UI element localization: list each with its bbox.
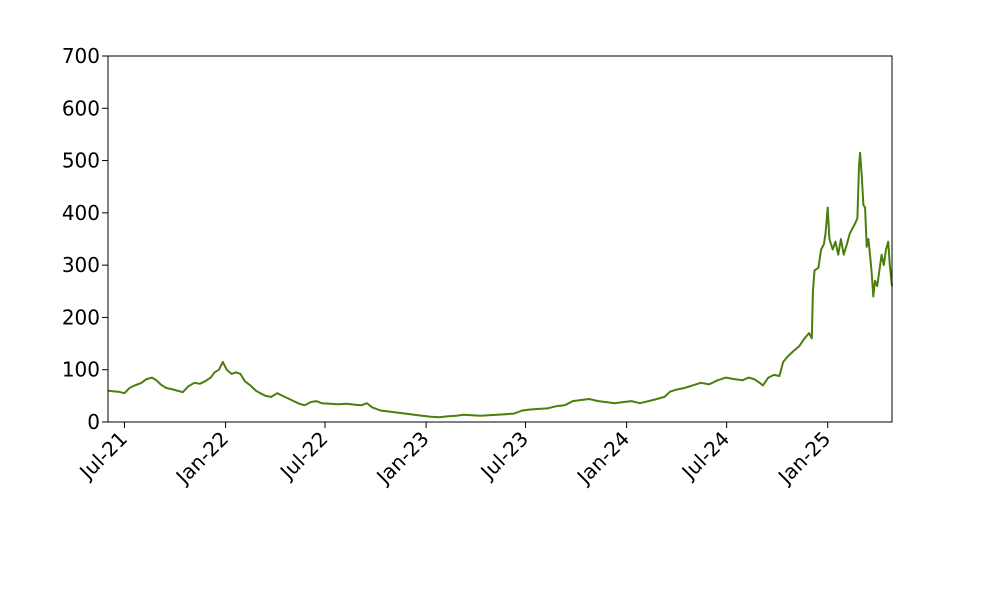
x-tick-label: Jan-25 — [772, 427, 835, 490]
series-line — [107, 151, 893, 419]
x-tick-label: Jul-23 — [475, 427, 534, 486]
y-axis: 0 100 200 300 400 500 600 700 — [62, 44, 108, 434]
y-tick-label: 600 — [62, 96, 100, 120]
y-tick-label: 500 — [62, 149, 100, 173]
x-tick-label: Jan-23 — [370, 427, 433, 490]
series-layer — [107, 151, 893, 419]
x-tick-label: Jul-21 — [73, 427, 132, 486]
y-tick-label: 300 — [62, 253, 100, 277]
y-tick-label: 400 — [62, 201, 100, 225]
x-tick-label: Jul-24 — [676, 427, 735, 486]
x-tick-label: Jan-24 — [571, 427, 634, 490]
plot-area — [108, 56, 892, 422]
y-tick-label: 0 — [87, 410, 100, 434]
x-tick-label: Jul-22 — [274, 427, 333, 486]
x-axis: Jul-21 Jan-22 Jul-22 Jan-23 Jul-23 Jan-24 Jul-… — [73, 422, 835, 490]
y-tick-label: 200 — [62, 305, 100, 329]
plot-frame — [107, 55, 893, 423]
y-tick-label: 700 — [62, 44, 100, 68]
y-tick-label: 100 — [62, 358, 100, 382]
x-tick-label: Jan-22 — [170, 427, 233, 490]
